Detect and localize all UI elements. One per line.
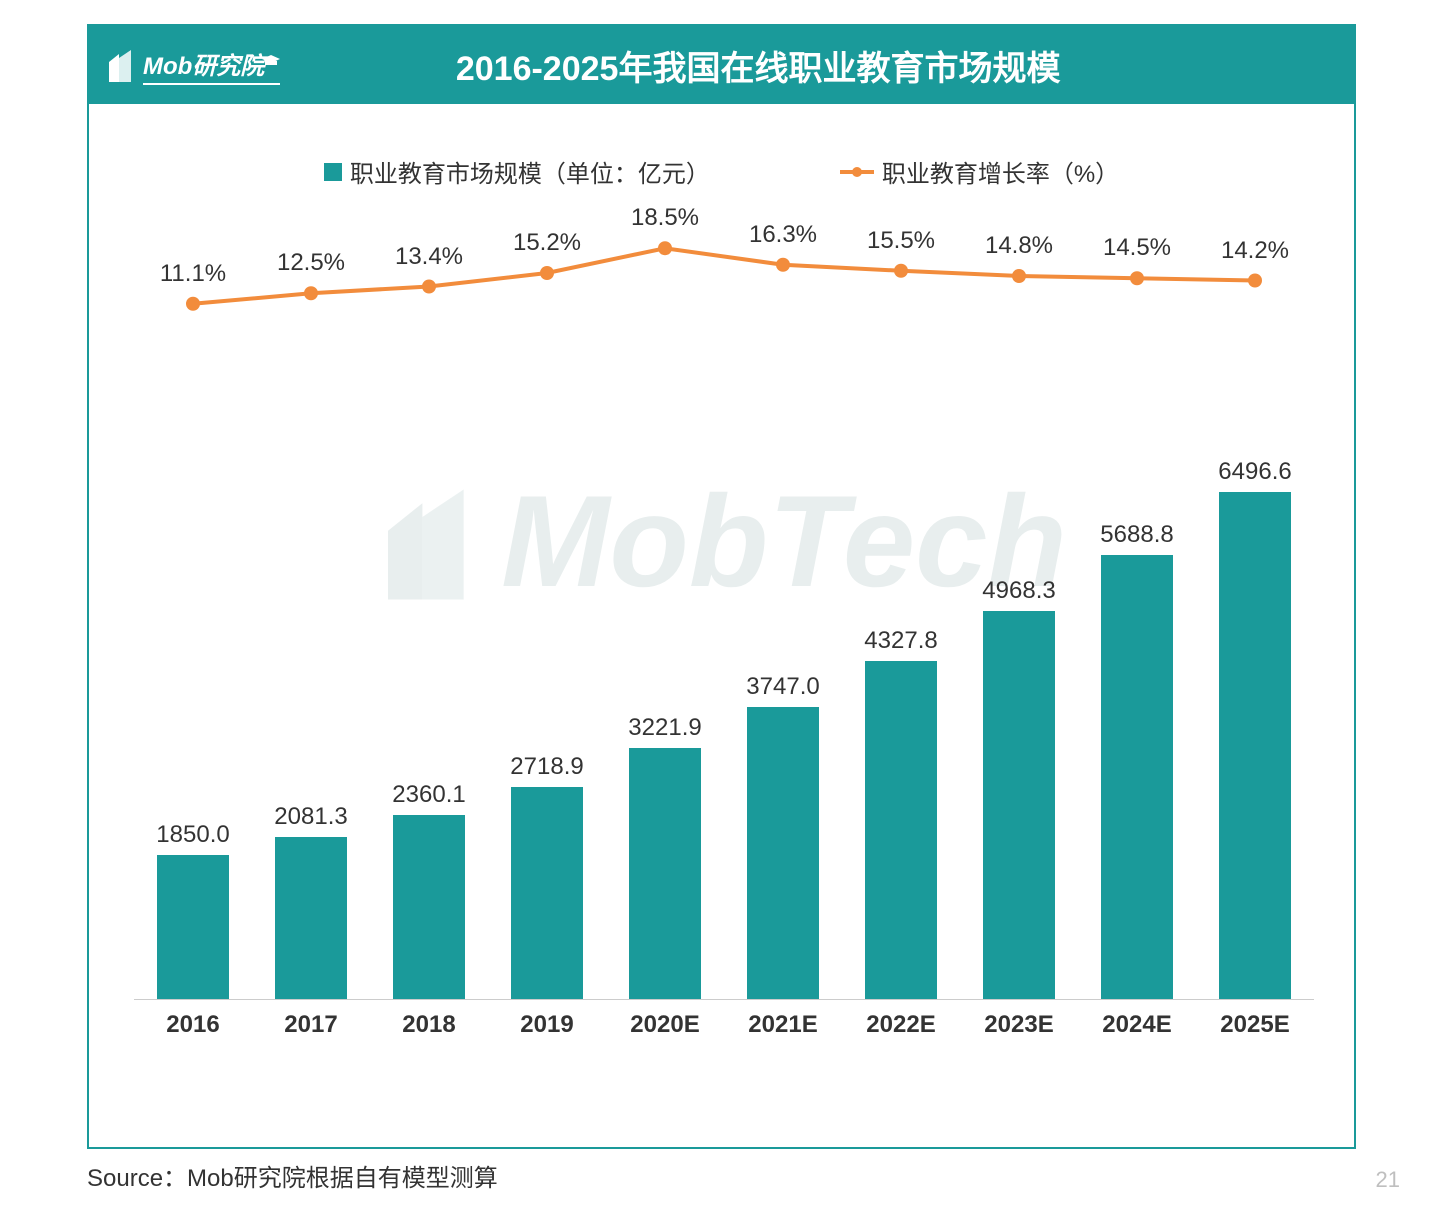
- logo-text: Mob研究院: [143, 46, 264, 81]
- bar-value-label: 2081.3: [274, 803, 347, 831]
- bar: [1101, 555, 1173, 999]
- bar-group: 3221.9: [606, 714, 724, 999]
- bar: [511, 787, 583, 999]
- bars-row: 1850.0 2081.3 2360.1 2718.9 3221.9 3747.0 4327…: [134, 229, 1314, 999]
- bar-value-label: 2718.9: [510, 753, 583, 781]
- line-value-label: 14.5%: [1103, 234, 1171, 262]
- x-axis-label: 2018: [370, 1011, 488, 1039]
- bar: [629, 748, 701, 999]
- x-axis-label: 2016: [134, 1011, 252, 1039]
- bar-value-label: 1850.0: [156, 821, 229, 849]
- legend-bar-label: 职业教育市场规模（单位：亿元）: [350, 154, 710, 189]
- line-value-label: 14.2%: [1221, 237, 1289, 265]
- bar-group: 3747.0: [724, 673, 842, 999]
- bar: [393, 815, 465, 999]
- bar-group: 6496.6: [1196, 458, 1314, 999]
- bar-group: 2718.9: [488, 753, 606, 999]
- x-axis-label: 2019: [488, 1011, 606, 1039]
- building-icon: [107, 48, 139, 82]
- x-axis: 20162017201820192020E2021E2022E2023E2024…: [134, 999, 1314, 1049]
- legend-line-swatch: [840, 170, 874, 174]
- x-axis-label: 2022E: [842, 1011, 960, 1039]
- line-value-label: 15.5%: [867, 227, 935, 255]
- bar-value-label: 3747.0: [746, 673, 819, 701]
- legend-bar-swatch: [324, 163, 342, 181]
- bar-value-label: 3221.9: [628, 714, 701, 742]
- bar-value-label: 4327.8: [864, 627, 937, 655]
- x-axis-label: 2025E: [1196, 1011, 1314, 1039]
- line-value-label: 12.5%: [277, 249, 345, 277]
- line-value-label: 11.1%: [160, 260, 226, 288]
- header-bar: Mob研究院 2016-2025年我国在线职业教育市场规模: [89, 26, 1354, 104]
- bar: [983, 611, 1055, 999]
- bar-value-label: 4968.3: [982, 577, 1055, 605]
- legend-line-label: 职业教育增长率（%）: [882, 154, 1119, 189]
- x-axis-label: 2020E: [606, 1011, 724, 1039]
- x-axis-label: 2023E: [960, 1011, 1078, 1039]
- line-value-label: 15.2%: [513, 229, 581, 257]
- slide-frame: Mob研究院 2016-2025年我国在线职业教育市场规模 职业教育市场规模（单…: [87, 24, 1356, 1149]
- bar: [865, 661, 937, 999]
- page-number: 21: [1376, 1167, 1400, 1193]
- x-axis-label: 2021E: [724, 1011, 842, 1039]
- x-axis-label: 2017: [252, 1011, 370, 1039]
- bar-value-label: 6496.6: [1218, 458, 1291, 486]
- bar-value-label: 5688.8: [1100, 521, 1173, 549]
- chart-area: 职业教育市场规模（单位：亿元） 职业教育增长率（%） MobTech 1850.…: [89, 104, 1354, 1124]
- bar: [747, 707, 819, 999]
- chart-title: 2016-2025年我国在线职业教育市场规模: [280, 41, 1236, 90]
- legend-line: 职业教育增长率（%）: [840, 154, 1119, 189]
- bar-group: 1850.0: [134, 821, 252, 999]
- logo: Mob研究院: [107, 46, 280, 85]
- line-value-label: 16.3%: [749, 221, 817, 249]
- bar-group: 4327.8: [842, 627, 960, 999]
- line-value-label: 18.5%: [631, 204, 699, 232]
- bar: [157, 855, 229, 999]
- bar-value-label: 2360.1: [392, 781, 465, 809]
- grad-cap-icon: [262, 55, 280, 67]
- x-axis-label: 2024E: [1078, 1011, 1196, 1039]
- bar-group: 2081.3: [252, 803, 370, 999]
- bar: [1219, 492, 1291, 999]
- bar-group: 2360.1: [370, 781, 488, 999]
- line-value-label: 13.4%: [395, 243, 463, 271]
- legend: 职业教育市场规模（单位：亿元） 职业教育增长率（%）: [134, 154, 1309, 189]
- bar: [275, 837, 347, 999]
- bar-group: 4968.3: [960, 577, 1078, 999]
- plot: MobTech 1850.02081.32360.12718.93221.937…: [134, 229, 1314, 1049]
- source-note: Source：Mob研究院根据自有模型测算: [87, 1158, 498, 1193]
- bar-group: 5688.8: [1078, 521, 1196, 999]
- line-value-label: 14.8%: [985, 232, 1053, 260]
- legend-bar: 职业教育市场规模（单位：亿元）: [324, 154, 710, 189]
